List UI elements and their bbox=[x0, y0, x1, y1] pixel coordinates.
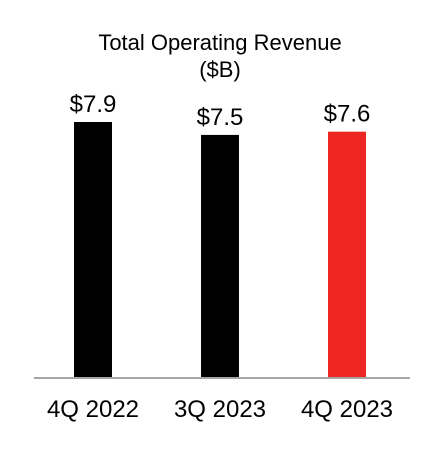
data-label: $7.6 bbox=[324, 101, 371, 128]
chart-title: Total Operating Revenue bbox=[98, 30, 341, 55]
x-tick-label: 4Q 2023 bbox=[301, 396, 393, 423]
x-tick-label: 3Q 2023 bbox=[174, 396, 266, 423]
x-tick-label: 4Q 2022 bbox=[47, 396, 139, 423]
bars-layer bbox=[74, 122, 366, 377]
data-label: $7.9 bbox=[70, 91, 117, 118]
data-label: $7.5 bbox=[197, 104, 244, 131]
labels-layer: $7.9 4Q 2022 $7.5 3Q 2023 $7.6 4Q 2023 bbox=[47, 91, 393, 423]
bar-3q-2023 bbox=[201, 134, 239, 377]
chart-subtitle: ($B) bbox=[199, 57, 241, 82]
bar-4q-2022 bbox=[74, 122, 112, 377]
bar-4q-2023 bbox=[328, 131, 366, 377]
